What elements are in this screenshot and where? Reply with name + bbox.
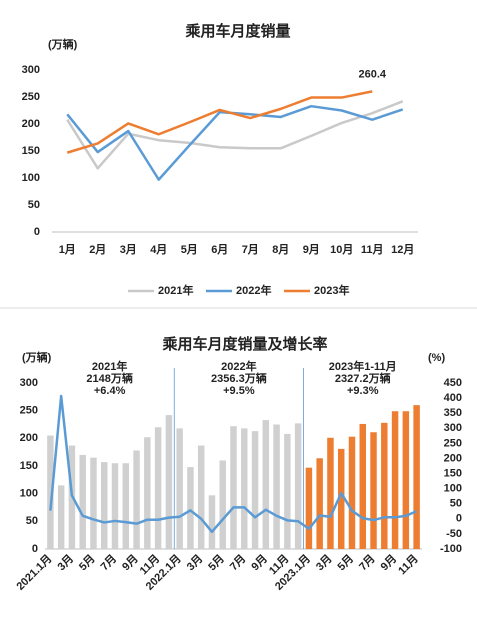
legend-label: 2023年 — [314, 283, 349, 297]
y2-tick-label: 450 — [444, 377, 462, 389]
x-tick-label: 8月 — [272, 243, 289, 256]
bar — [79, 454, 86, 549]
bar — [111, 463, 119, 549]
x-tick-label: 12月 — [391, 243, 414, 256]
bar — [294, 423, 302, 549]
legend-label: 2022年 — [236, 283, 271, 297]
bar — [101, 462, 108, 549]
y-tick-label: 0 — [34, 226, 40, 238]
y-tick-label: 250 — [20, 405, 38, 417]
x-tick-label: 3月 — [120, 243, 137, 256]
bar — [402, 411, 410, 549]
annotation: +9.5% — [223, 385, 255, 397]
data-label: 260.4 — [358, 68, 386, 80]
chart-title: 乘用车月度销量 — [184, 22, 290, 40]
annotation: 2148万辆 — [86, 371, 132, 385]
y-tick-label: 50 — [26, 515, 38, 527]
y2-tick-label: -50 — [446, 528, 462, 540]
bar — [122, 463, 130, 549]
y2-tick-label: 200 — [444, 452, 462, 464]
bar — [241, 428, 248, 549]
y-tick-label: 50 — [28, 199, 40, 211]
x-tick-label: 11月 — [361, 243, 384, 256]
bar — [176, 428, 183, 549]
bar — [208, 495, 216, 549]
bar — [262, 420, 270, 549]
series-line — [66, 90, 373, 154]
x-tick-label: 10月 — [330, 243, 353, 256]
x-tick-label: 1月 — [59, 243, 76, 256]
legend-label: 2021年 — [158, 283, 193, 297]
bar — [90, 457, 97, 549]
bar — [305, 467, 313, 549]
bar — [187, 467, 194, 549]
annotation: 2021年 — [92, 359, 127, 373]
y-tick-label: 300 — [20, 377, 38, 389]
y-tick-label: 0 — [32, 543, 38, 555]
x-tick-label: 4月 — [150, 243, 167, 256]
annotation: 2022年 — [221, 359, 256, 373]
y-tick-label: 200 — [20, 432, 38, 444]
y-tick-label: 150 — [22, 145, 40, 157]
y2-tick-label: 300 — [444, 422, 462, 434]
bar — [359, 423, 366, 549]
bar — [144, 437, 151, 549]
bar — [165, 415, 173, 549]
annotation: 2327.2万辆 — [335, 371, 391, 385]
y2-tick-label: 400 — [444, 392, 462, 404]
y2-tick-label: 100 — [444, 483, 462, 495]
growth-line — [49, 394, 418, 534]
bar — [47, 435, 54, 549]
bar — [316, 458, 323, 549]
y-tick-label: 100 — [20, 488, 38, 500]
x-tick-label: 7月 — [242, 243, 259, 256]
y-axis-label: (万辆) — [48, 37, 78, 51]
bar — [381, 422, 388, 549]
annotation: 2356.3万辆 — [211, 371, 267, 385]
bar — [219, 460, 226, 549]
bar — [154, 427, 162, 549]
y-tick-label: 300 — [22, 64, 40, 76]
y2-tick-label: 350 — [444, 407, 462, 419]
y2-tick-label: -100 — [440, 543, 462, 555]
x-tick-label: 9月 — [303, 243, 320, 256]
series-line — [66, 100, 404, 170]
bar — [197, 445, 205, 549]
y-tick-label: 250 — [22, 91, 40, 103]
y-tick-label: 200 — [22, 118, 40, 130]
y2-axis-label: (%) — [428, 352, 445, 364]
bar — [391, 411, 399, 549]
bar — [230, 426, 237, 549]
y2-tick-label: 50 — [450, 498, 462, 510]
bar — [327, 437, 334, 549]
x-tick-label: 5月 — [181, 243, 198, 256]
bar — [337, 448, 345, 549]
x-tick-label: 2月 — [89, 243, 106, 256]
x-tick-label: 6月 — [211, 243, 228, 256]
y2-tick-label: 0 — [456, 513, 462, 525]
bar — [370, 432, 377, 549]
y2-tick-label: 150 — [444, 467, 462, 479]
annotation: 2023年1-11月 — [329, 359, 397, 373]
y2-tick-label: 250 — [444, 437, 462, 449]
annotation: +6.4% — [94, 385, 126, 397]
bar — [133, 450, 140, 549]
y-tick-label: 100 — [22, 172, 40, 184]
bar — [348, 436, 356, 549]
y-axis-label: (万辆) — [22, 350, 52, 364]
bar — [273, 424, 280, 549]
bar — [251, 431, 259, 549]
annotation: +9.3% — [347, 385, 379, 397]
bar — [284, 433, 291, 549]
y-tick-label: 150 — [20, 460, 38, 472]
bar — [413, 405, 420, 549]
chart-title: 乘用车月度销量及增长率 — [161, 335, 327, 353]
bar — [57, 485, 65, 549]
